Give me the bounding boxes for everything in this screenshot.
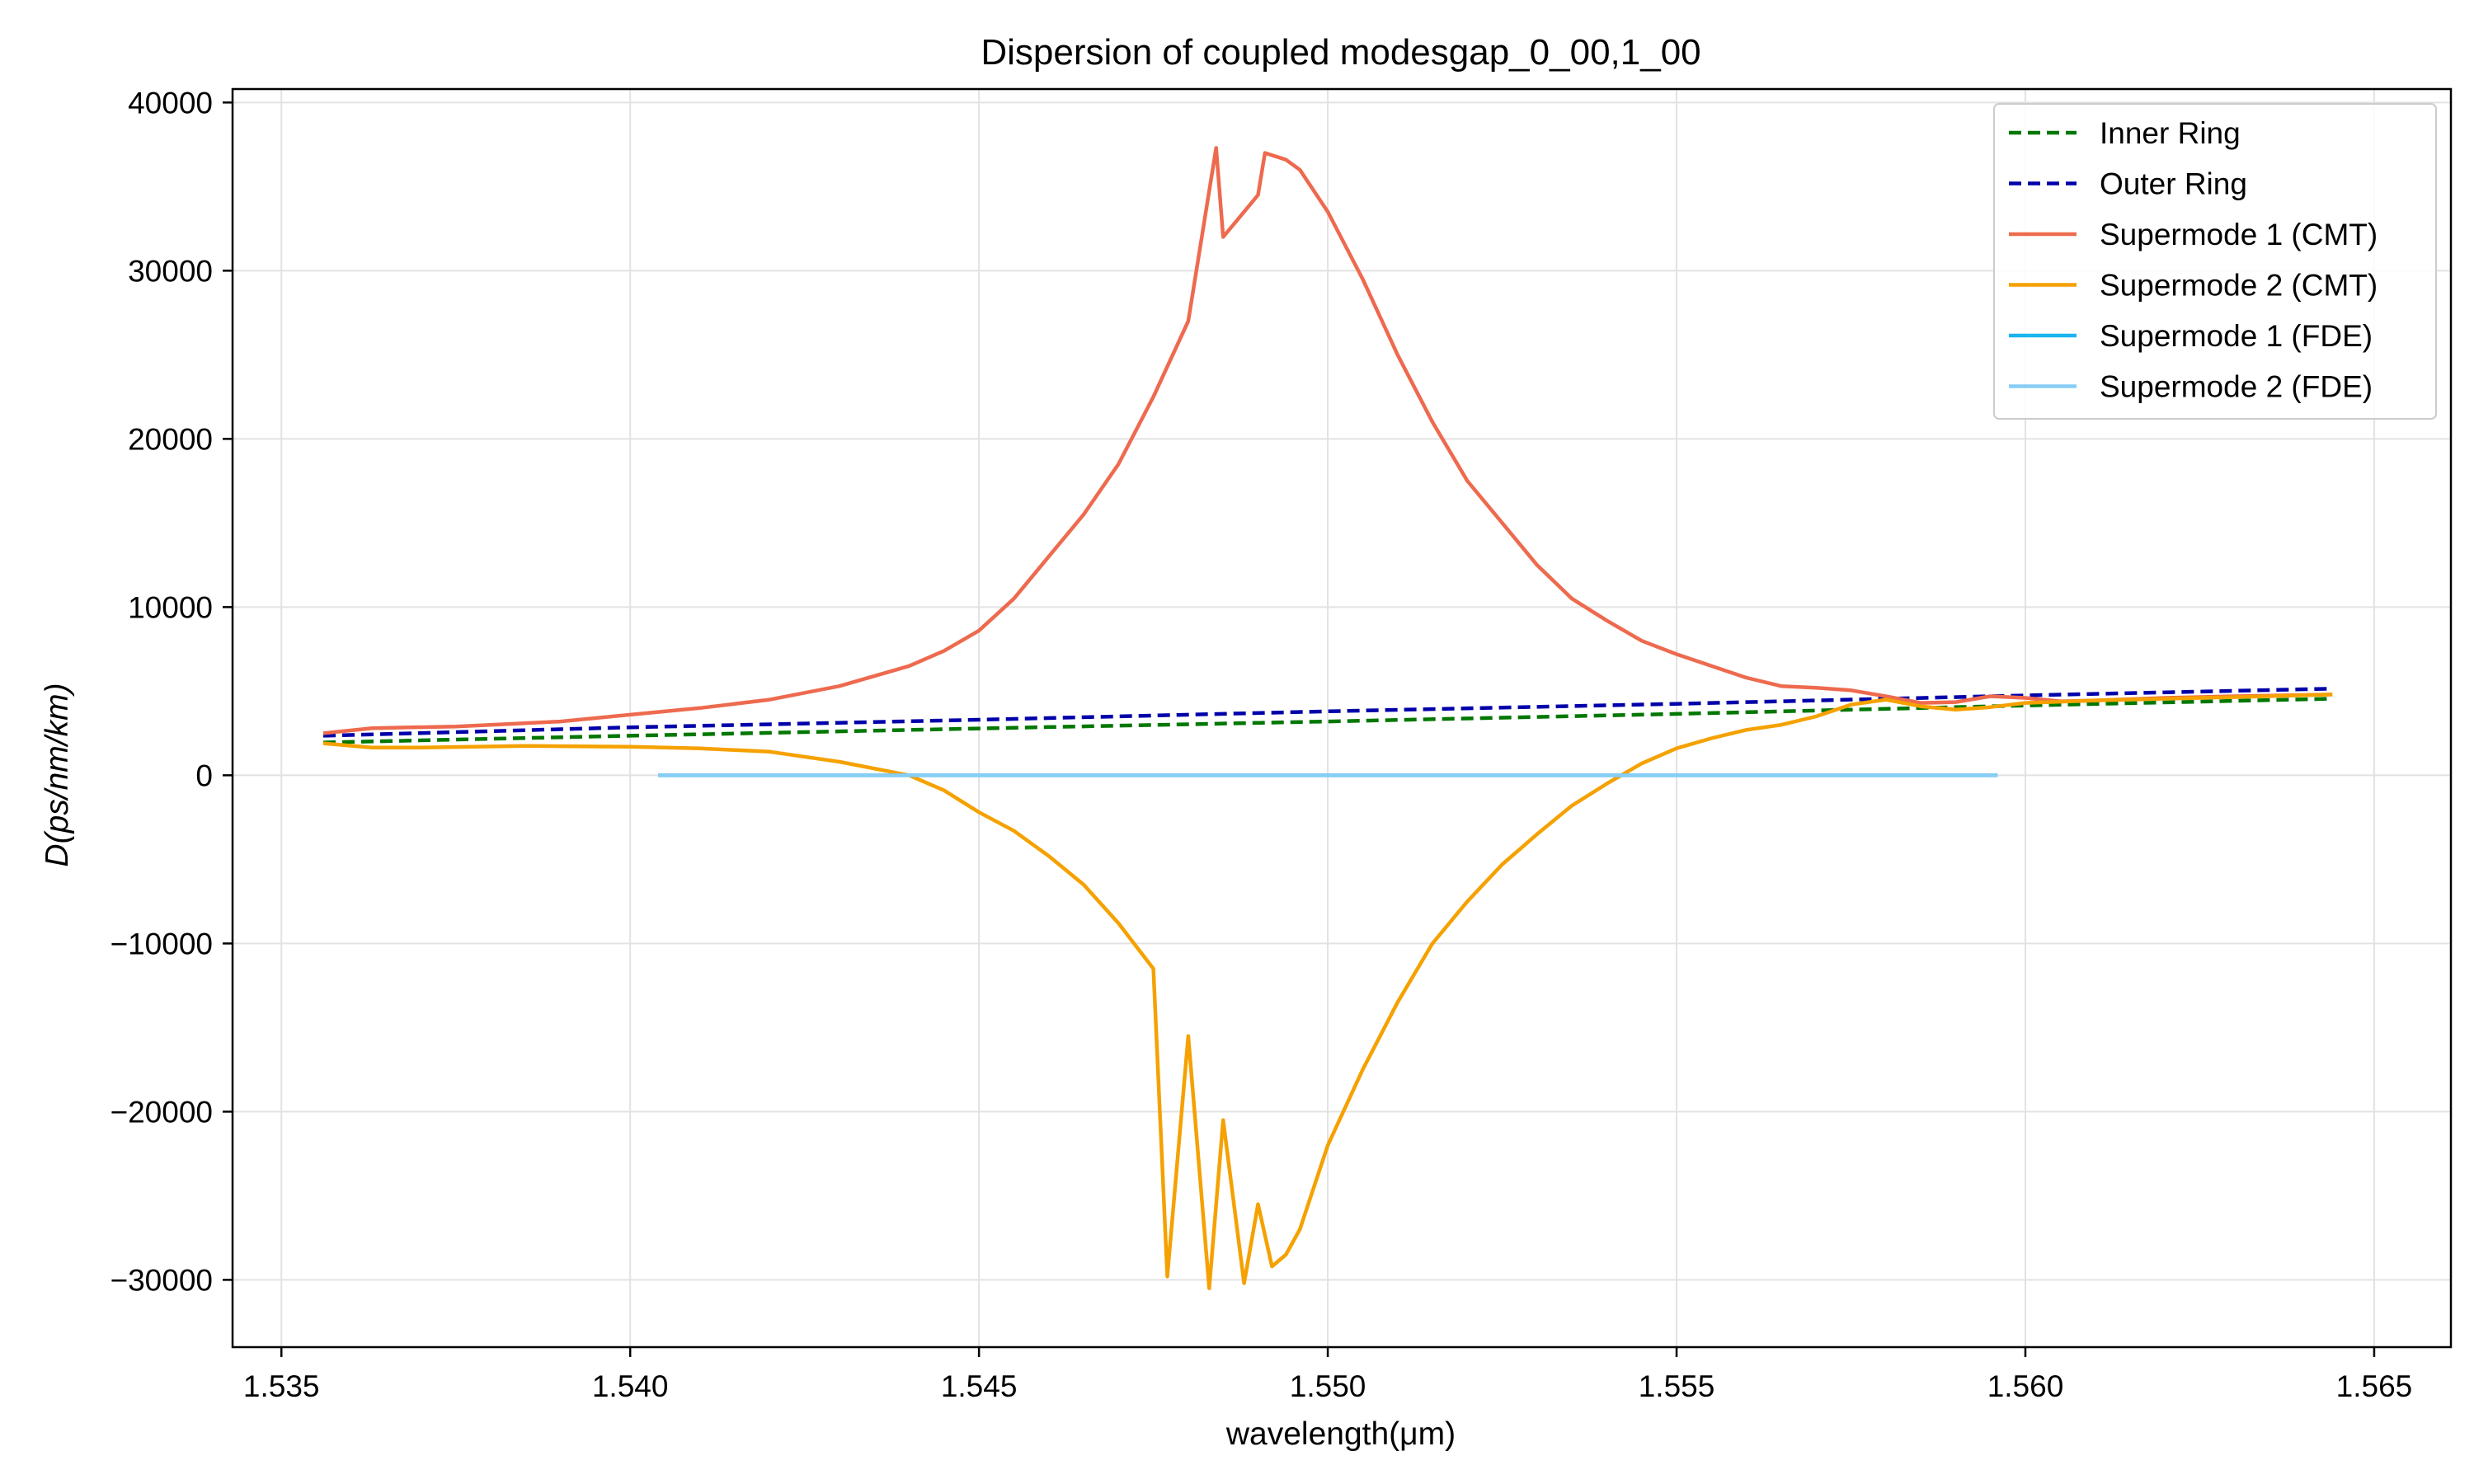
legend-label-4: Supermode 2 (CMT) bbox=[2100, 269, 2378, 303]
series-line-1 bbox=[322, 697, 2333, 744]
legend: Inner Ring Outer Ring Supermode 1 (CMT) Sup… bbox=[1993, 103, 2437, 420]
x-tick-label: 1.565 bbox=[2336, 1369, 2413, 1403]
y-tick-label: 10000 bbox=[128, 590, 213, 624]
legend-label-2: Outer Ring bbox=[2100, 167, 2247, 201]
y-tick-label: 30000 bbox=[128, 254, 213, 288]
x-tick-label: 1.560 bbox=[1987, 1369, 2064, 1403]
x-tick-label: 1.545 bbox=[941, 1369, 1018, 1403]
y-tick-label: −30000 bbox=[111, 1263, 214, 1297]
chart-title: Dispersion of coupled modesgap_0_00,1_00 bbox=[981, 32, 1700, 73]
series-line-4 bbox=[322, 693, 2333, 1290]
y-tick-label: −20000 bbox=[111, 1095, 214, 1129]
x-tick-label: 1.535 bbox=[243, 1369, 320, 1403]
series-layer bbox=[322, 146, 2333, 1290]
x-axis: 1.535 1.540 1.545 1.550 1.555 1.560 1.565 bbox=[243, 1347, 2412, 1403]
legend-box bbox=[1993, 103, 2437, 420]
legend-label-6: Supermode 2 (FDE) bbox=[2100, 370, 2373, 404]
x-axis-label: wavelength(μm) bbox=[1225, 1416, 1456, 1452]
legend-label-3: Supermode 1 (CMT) bbox=[2100, 218, 2378, 251]
y-tick-label: 20000 bbox=[128, 422, 213, 456]
y-tick-label: 40000 bbox=[128, 86, 213, 120]
series-line-2 bbox=[322, 687, 2333, 738]
y-tick-label: −10000 bbox=[111, 927, 214, 960]
x-tick-label: 1.540 bbox=[592, 1369, 669, 1403]
y-axis-label: D(ps/nm/km) bbox=[40, 683, 75, 866]
series-line-3 bbox=[322, 146, 2333, 735]
legend-label-1: Inner Ring bbox=[2100, 116, 2241, 150]
x-tick-label: 1.550 bbox=[1290, 1369, 1366, 1403]
x-tick-label: 1.555 bbox=[1639, 1369, 1715, 1403]
y-tick-label: 0 bbox=[195, 758, 213, 792]
plot-frame bbox=[231, 87, 2453, 1349]
y-axis: −30000 −20000 −10000 0 10000 20000 30000 40000 bbox=[111, 86, 233, 1297]
legend-label-5: Supermode 1 (FDE) bbox=[2100, 319, 2373, 353]
